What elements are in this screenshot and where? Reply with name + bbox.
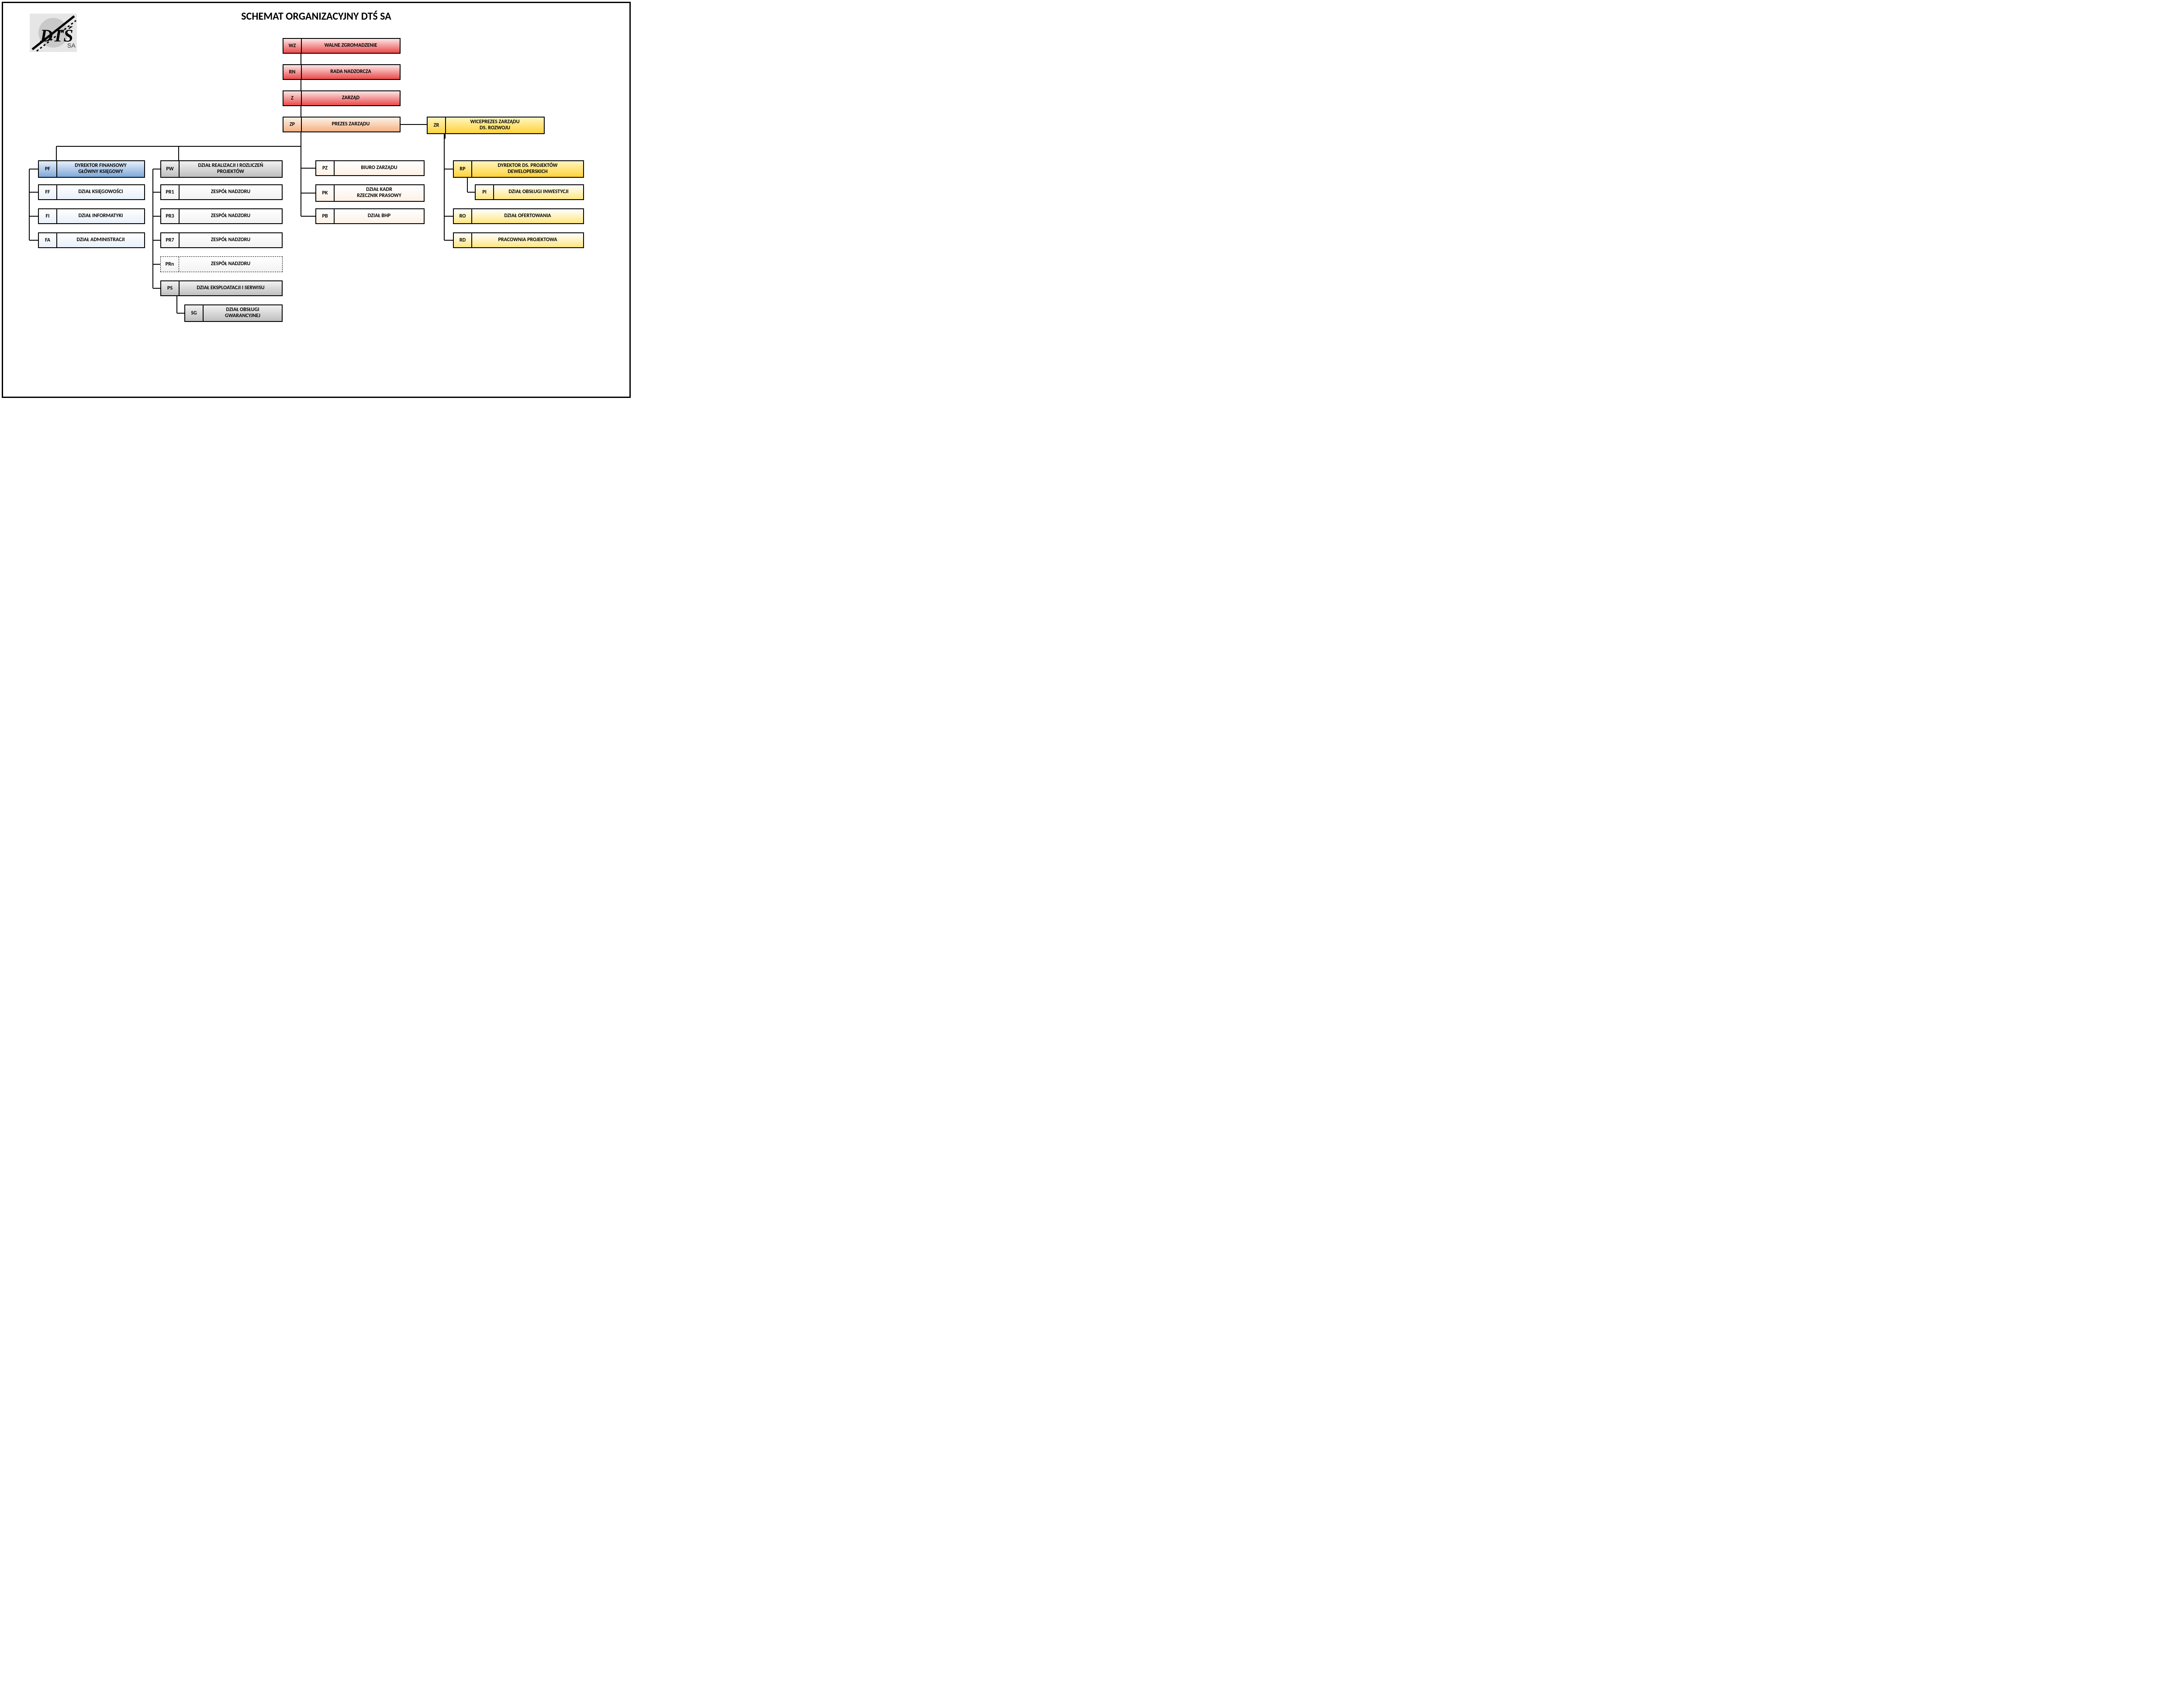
page-title: SCHEMAT ORGANIZACYJNY DTŚ SA: [3, 10, 629, 23]
connector-h: [401, 124, 427, 125]
org-node-fa: FADZIAŁ ADMINISTRACJI: [38, 232, 145, 248]
org-node-code: PB: [316, 209, 335, 223]
org-node-code: FI: [39, 209, 57, 223]
org-node-label: ZESPÓŁ NADZORU: [180, 233, 282, 247]
connector-v: [176, 296, 177, 313]
org-node-code: PR3: [161, 209, 180, 223]
org-node-code: PK: [316, 185, 335, 201]
connector-h: [29, 240, 38, 241]
connector-h: [444, 216, 453, 217]
org-node-ps: PSDZIAŁ EKSPLOATACJI I SERWISU: [160, 280, 283, 296]
org-node-label: ZESPÓŁ NADZORU: [180, 185, 282, 199]
page-frame: SCHEMAT ORGANIZACYJNY DTŚ SA DTŚ SA WZWA…: [2, 2, 631, 398]
org-node-label: DYREKTOR DS. PROJEKTÓWDEWELOPERSKICH: [472, 161, 583, 177]
org-node-code: PR1: [161, 185, 180, 199]
connector-v: [178, 146, 179, 160]
connector-h: [153, 216, 160, 217]
org-node-pb: PBDZIAŁ BHP: [315, 208, 425, 224]
org-node-label: ZESPÓŁ NADZORU: [179, 257, 282, 272]
connector-h: [301, 168, 315, 169]
org-node-pr3: PR3ZESPÓŁ NADZORU: [160, 208, 283, 224]
org-node-label: ZESPÓŁ NADZORU: [180, 209, 282, 223]
connector-h: [153, 288, 160, 289]
org-node-label: DZIAŁ OFERTOWANIA: [472, 209, 583, 223]
org-node-label: DZIAŁ BHP: [335, 209, 424, 223]
org-node-code: ZR: [428, 118, 446, 133]
org-node-zr: ZRWICEPREZES ZARZĄDUDS. ROZWOJU: [427, 117, 545, 134]
org-node-code: PS: [161, 281, 180, 295]
connector-h: [153, 192, 160, 193]
org-node-label: DZIAŁ EKSPLOATACJI I SERWISU: [180, 281, 282, 295]
org-node-code: SG: [185, 305, 204, 321]
connector-h: [153, 264, 160, 265]
org-node-label: DZIAŁ ADMINISTRACJI: [57, 233, 144, 247]
org-node-code: FA: [39, 233, 57, 247]
org-node-code: FF: [39, 185, 57, 199]
org-node-fi: FIDZIAŁ INFORMATYKI: [38, 208, 145, 224]
org-node-label: DZIAŁ INFORMATYKI: [57, 209, 144, 223]
org-node-code: Z: [283, 91, 302, 105]
org-node-code: WZ: [283, 39, 302, 53]
org-node-code: RP: [454, 161, 472, 177]
org-node-pi: PIDZIAŁ OBSŁUGI INWESTYCJI: [475, 184, 584, 200]
connector-h: [301, 216, 315, 217]
connector-h: [29, 216, 38, 217]
org-node-pw: PWDZIAŁ REALIZACJI I ROZLICZEŃPROJEKTÓW: [160, 160, 283, 178]
org-node-label: BIURO ZARZĄDU: [335, 161, 424, 175]
org-node-code: ZP: [283, 118, 302, 131]
connector-h: [444, 240, 453, 241]
org-node-code: PZ: [316, 161, 335, 175]
org-node-code: RD: [454, 233, 472, 247]
connector-h: [153, 240, 160, 241]
connector-v: [29, 169, 30, 240]
connector-h: [301, 193, 315, 194]
connector-v: [152, 169, 153, 288]
connector-h: [467, 192, 475, 193]
org-node-rn: RNRADA NADZORCZA: [283, 64, 401, 80]
org-node-code: PW: [161, 161, 180, 177]
org-node-rd: RDPRACOWNIA PROJEKTOWA: [453, 232, 584, 248]
org-node-pz: PZBIURO ZARZĄDU: [315, 160, 425, 176]
org-node-rp: RPDYREKTOR DS. PROJEKTÓWDEWELOPERSKICH: [453, 160, 584, 178]
org-node-sg: SGDZIAŁ OBSŁUGIGWARANCYJNEJ: [184, 304, 283, 322]
org-node-label: DZIAŁ OBSŁUGIGWARANCYJNEJ: [204, 305, 282, 321]
org-node-code: PI: [476, 185, 494, 199]
org-node-code: RO: [454, 209, 472, 223]
org-node-wz: WZWALNE ZGROMADZENIE: [283, 38, 401, 54]
org-node-code: PF: [39, 161, 57, 177]
org-node-label: DZIAŁ OBSŁUGI INWESTYCJI: [494, 185, 583, 199]
connector-v: [467, 178, 468, 192]
connector-v: [444, 138, 445, 169]
org-node-pr1: PR1ZESPÓŁ NADZORU: [160, 184, 283, 200]
org-node-label: RADA NADZORCZA: [302, 65, 400, 79]
org-node-code: PRn: [161, 257, 179, 272]
org-node-label: WICEPREZES ZARZĄDUDS. ROZWOJU: [446, 118, 544, 133]
org-node-code: PR7: [161, 233, 180, 247]
org-node-label: DZIAŁ KSIĘGOWOŚCI: [57, 185, 144, 199]
org-node-code: RN: [283, 65, 302, 79]
org-node-label: PREZES ZARZĄDU: [302, 118, 400, 131]
org-node-ff: FFDZIAŁ KSIĘGOWOŚCI: [38, 184, 145, 200]
connector-v: [56, 146, 57, 160]
org-node-prn: PRnZESPÓŁ NADZORU: [160, 256, 283, 272]
svg-text:SA: SA: [67, 42, 76, 49]
org-node-pf: PFDYREKTOR FINANSOWYGŁÓWNY KSIĘGOWY: [38, 160, 145, 178]
org-node-label: DZIAŁ REALIZACJI I ROZLICZEŃPROJEKTÓW: [180, 161, 282, 177]
connector-h: [29, 192, 38, 193]
org-node-ro: RODZIAŁ OFERTOWANIA: [453, 208, 584, 224]
org-node-label: ZARZĄD: [302, 91, 400, 105]
org-node-pr7: PR7ZESPÓŁ NADZORU: [160, 232, 283, 248]
org-node-label: WALNE ZGROMADZENIE: [302, 39, 400, 53]
connector-h: [177, 313, 184, 314]
org-node-z: ZZARZĄD: [283, 90, 401, 106]
org-node-zp: ZPPREZES ZARZĄDU: [283, 117, 401, 132]
org-node-label: DYREKTOR FINANSOWYGŁÓWNY KSIĘGOWY: [57, 161, 144, 177]
org-node-label: DZIAŁ KADRRZECZNIK PRASOWY: [335, 185, 424, 201]
org-node-pk: PKDZIAŁ KADRRZECZNIK PRASOWY: [315, 184, 425, 202]
org-node-label: PRACOWNIA PROJEKTOWA: [472, 233, 583, 247]
logo-dts: DTŚ SA: [27, 11, 79, 55]
